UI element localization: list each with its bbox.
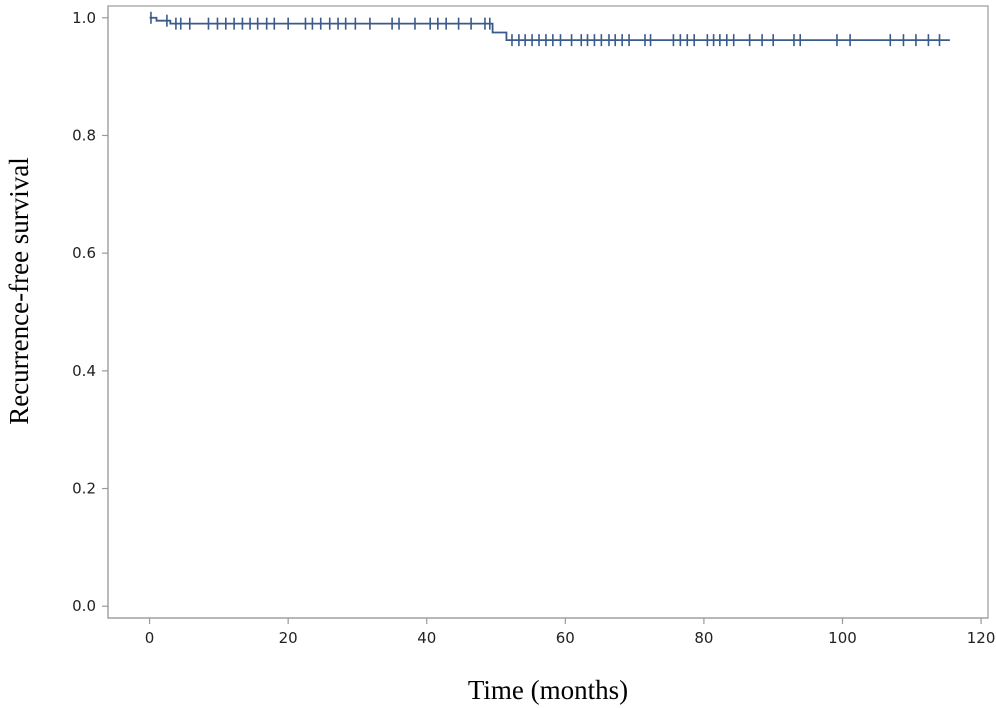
x-tick-label: 80 xyxy=(694,629,713,647)
y-axis-title: Recurrence-free survival xyxy=(4,157,34,425)
y-tick-label: 0.4 xyxy=(72,362,96,380)
x-tick-label: 0 xyxy=(145,629,155,647)
x-tick-label: 20 xyxy=(279,629,298,647)
x-tick-label: 40 xyxy=(417,629,436,647)
survival-curve xyxy=(149,16,950,42)
y-tick-label: 0.2 xyxy=(72,480,96,498)
y-tick-label: 1.0 xyxy=(72,9,96,27)
x-tick-label: 120 xyxy=(967,629,996,647)
x-tick-label: 60 xyxy=(556,629,575,647)
y-tick-label: 0.0 xyxy=(72,597,96,615)
x-axis: 0 20 40 60 80 100 120 xyxy=(108,617,996,647)
x-tick-label: 100 xyxy=(828,629,857,647)
x-axis-title: Time (months) xyxy=(468,675,628,705)
series-layer xyxy=(149,11,950,47)
plot-frame xyxy=(107,5,989,619)
y-tick-label: 0.8 xyxy=(72,126,96,144)
y-tick-label: 0.6 xyxy=(72,244,96,262)
y-axis: 0.0 0.2 0.4 0.6 0.8 1.0 xyxy=(72,6,109,618)
